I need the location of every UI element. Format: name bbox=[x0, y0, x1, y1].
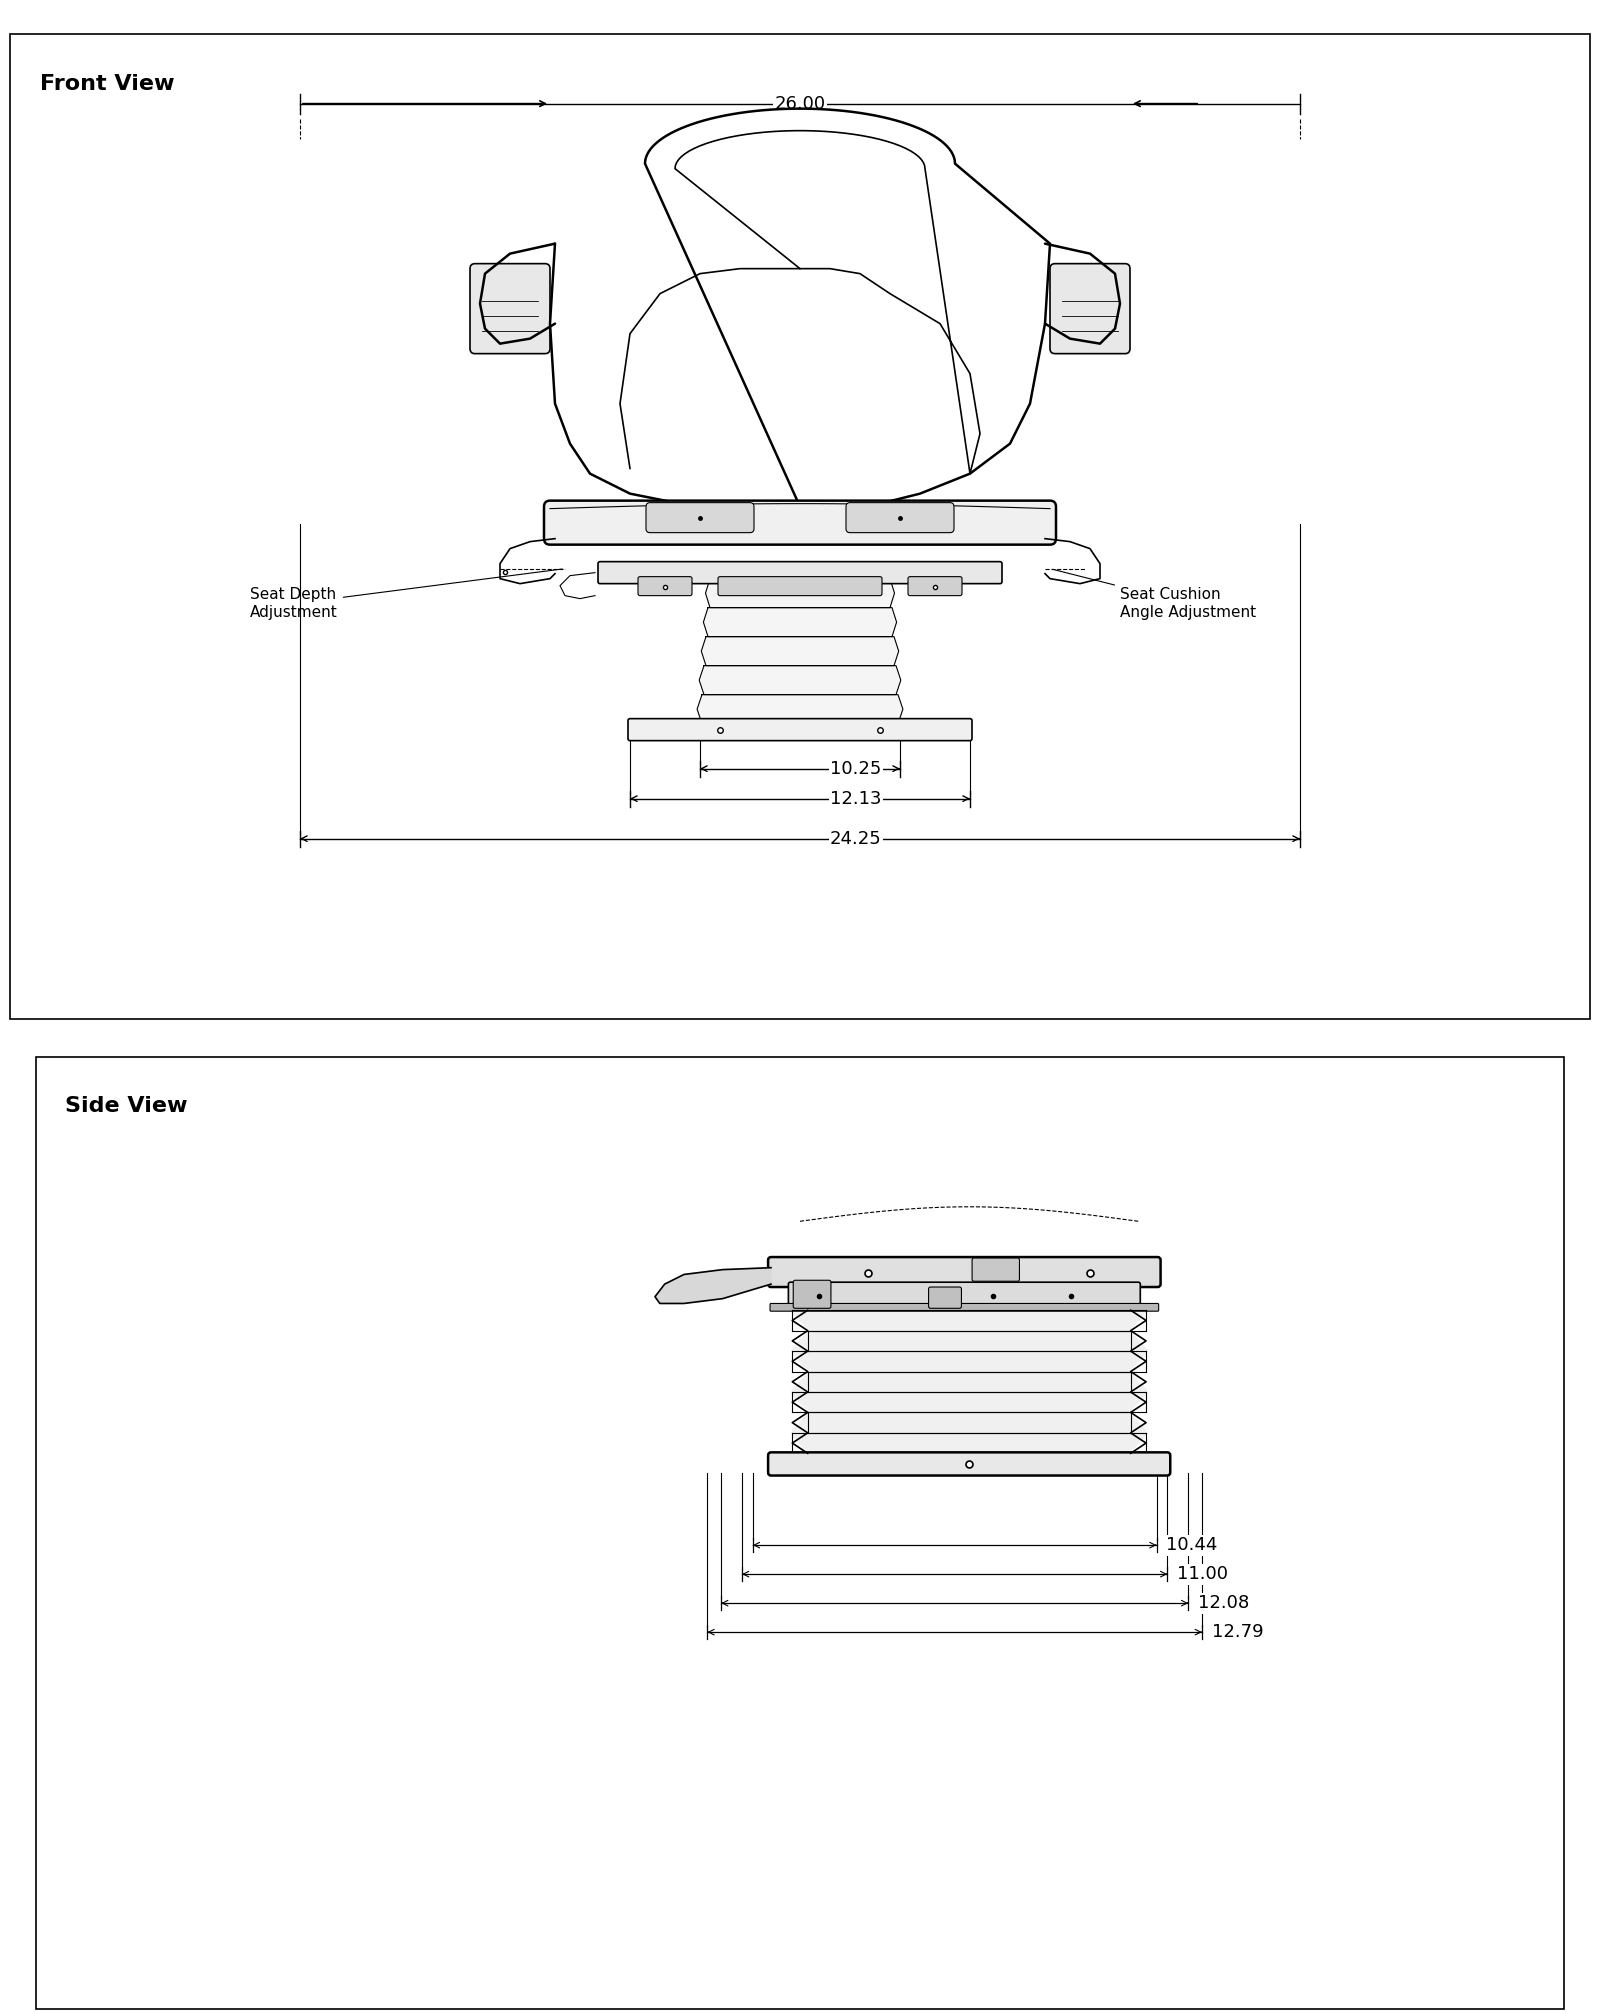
Text: 24.25: 24.25 bbox=[830, 830, 882, 848]
FancyBboxPatch shape bbox=[598, 562, 1002, 584]
Polygon shape bbox=[698, 695, 902, 723]
FancyBboxPatch shape bbox=[718, 576, 882, 596]
Text: 10.44: 10.44 bbox=[1166, 1537, 1218, 1555]
Text: Side View: Side View bbox=[66, 1096, 187, 1116]
Polygon shape bbox=[792, 1372, 1146, 1392]
Text: 12.08: 12.08 bbox=[1198, 1595, 1250, 1611]
FancyBboxPatch shape bbox=[768, 1452, 1170, 1476]
Polygon shape bbox=[706, 578, 894, 608]
FancyBboxPatch shape bbox=[1050, 264, 1130, 354]
FancyBboxPatch shape bbox=[646, 504, 754, 532]
Text: 26.00: 26.00 bbox=[774, 95, 826, 113]
FancyBboxPatch shape bbox=[928, 1287, 962, 1309]
FancyBboxPatch shape bbox=[909, 576, 962, 596]
Text: 12.79: 12.79 bbox=[1211, 1623, 1264, 1641]
Text: 11.00: 11.00 bbox=[1178, 1565, 1229, 1583]
FancyBboxPatch shape bbox=[544, 501, 1056, 544]
Polygon shape bbox=[792, 1331, 1146, 1351]
Polygon shape bbox=[701, 636, 899, 667]
Polygon shape bbox=[792, 1311, 1146, 1331]
Polygon shape bbox=[792, 1351, 1146, 1372]
FancyBboxPatch shape bbox=[768, 1257, 1160, 1287]
FancyBboxPatch shape bbox=[770, 1303, 1158, 1311]
Polygon shape bbox=[699, 667, 901, 695]
FancyBboxPatch shape bbox=[470, 264, 550, 354]
Polygon shape bbox=[792, 1412, 1146, 1432]
FancyBboxPatch shape bbox=[794, 1281, 830, 1309]
Text: 10.25: 10.25 bbox=[830, 759, 882, 777]
FancyBboxPatch shape bbox=[627, 719, 973, 741]
Text: 12.13: 12.13 bbox=[830, 789, 882, 808]
Polygon shape bbox=[704, 608, 896, 636]
Text: Seat Cushion
Angle Adjustment: Seat Cushion Angle Adjustment bbox=[1053, 570, 1256, 620]
Polygon shape bbox=[792, 1432, 1146, 1454]
FancyBboxPatch shape bbox=[789, 1283, 1141, 1311]
Text: Seat Depth
Adjustment: Seat Depth Adjustment bbox=[250, 570, 562, 620]
Polygon shape bbox=[792, 1392, 1146, 1412]
FancyBboxPatch shape bbox=[638, 576, 693, 596]
Text: Front View: Front View bbox=[40, 75, 174, 93]
FancyBboxPatch shape bbox=[846, 504, 954, 532]
FancyBboxPatch shape bbox=[973, 1259, 1019, 1281]
Polygon shape bbox=[654, 1267, 771, 1303]
